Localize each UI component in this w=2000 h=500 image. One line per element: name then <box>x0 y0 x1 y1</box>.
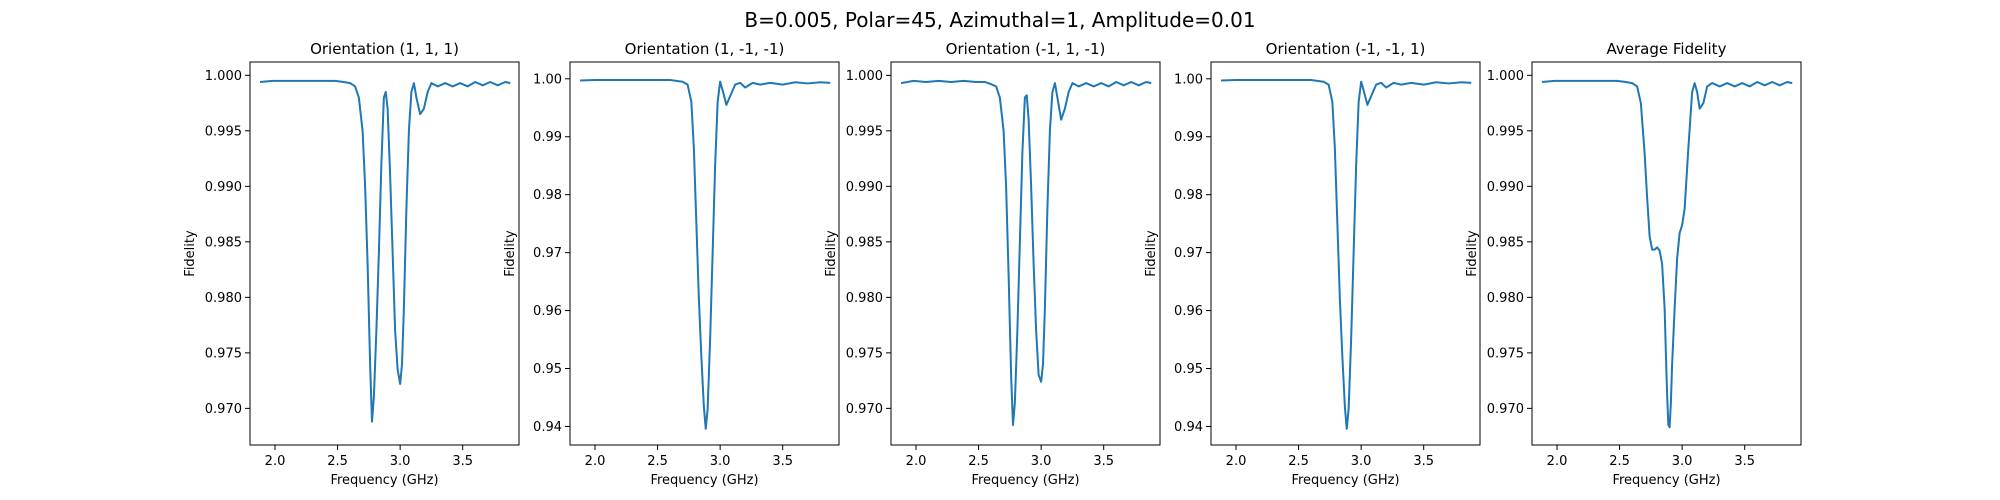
subplot-2: Orientation (1, -1, -1) 2.0 2.5 3.0 3.5 0.94 0… <box>503 40 840 488</box>
y-tick-label: 0.985 <box>205 235 242 250</box>
y-tick-label: 0.95 <box>533 362 562 377</box>
y-tick-label: 0.995 <box>205 124 242 139</box>
x-axis-label: Frequency (GHz) <box>971 473 1079 488</box>
y-tick-label: 0.990 <box>846 180 883 195</box>
x-tick-label: 2.5 <box>968 454 989 469</box>
fidelity-line <box>1541 79 1793 429</box>
y-axis-label: Fidelity <box>1144 230 1159 277</box>
axes-frame <box>249 61 520 446</box>
y-tick-label: 0.99 <box>1174 130 1203 145</box>
x-tick-label: 3.0 <box>1672 454 1693 469</box>
x-tick-label: 2.0 <box>265 454 286 469</box>
x-tick-label: 2.5 <box>1288 454 1309 469</box>
axes-frame <box>1531 61 1802 446</box>
x-tick-label: 2.0 <box>585 454 606 469</box>
x-tick-label: 3.5 <box>1734 454 1755 469</box>
axes-frame <box>569 61 840 446</box>
y-tick-label: 0.95 <box>1174 362 1203 377</box>
axes-frame <box>890 61 1161 446</box>
fidelity-line <box>1220 78 1472 430</box>
x-tick-label: 3.5 <box>772 454 793 469</box>
y-axis-label: Fidelity <box>824 230 839 277</box>
subplot-1: Orientation (1, 1, 1) 2.0 2.5 3.0 3.5 0.970 0.… <box>183 40 520 488</box>
x-axis-label: Frequency (GHz) <box>330 473 438 488</box>
y-tick-label: 1.000 <box>846 69 883 84</box>
y-tick-label: 0.985 <box>846 235 883 250</box>
x-tick-label: 3.0 <box>390 454 411 469</box>
y-tick-label: 0.995 <box>1487 124 1524 139</box>
y-tick-label: 0.94 <box>1174 420 1203 435</box>
subplot-title: Orientation (1, -1, -1) <box>625 40 785 58</box>
x-tick-label: 3.0 <box>1351 454 1372 469</box>
y-tick-label: 0.97 <box>533 246 562 261</box>
figure-suptitle: B=0.005, Polar=45, Azimuthal=1, Amplitud… <box>744 8 1255 32</box>
x-tick-label: 3.0 <box>710 454 731 469</box>
subplot-title: Orientation (-1, -1, 1) <box>1266 40 1426 58</box>
y-axis-label: Fidelity <box>1465 230 1480 277</box>
fidelity-line <box>259 79 511 423</box>
y-tick-label: 0.990 <box>1487 180 1524 195</box>
subplot-4: Orientation (-1, -1, 1) 2.0 2.5 3.0 3.5 0.94 0… <box>1144 40 1481 488</box>
subplot-3: Orientation (-1, 1, -1) 2.0 2.5 3.0 3.5 0.970… <box>824 40 1161 488</box>
axes-frame <box>1210 61 1481 446</box>
x-tick-label: 2.0 <box>1226 454 1247 469</box>
x-tick-label: 2.5 <box>1609 454 1630 469</box>
x-tick-label: 3.5 <box>1413 454 1434 469</box>
y-tick-label: 0.970 <box>846 402 883 417</box>
subplot-title: Average Fidelity <box>1607 40 1727 58</box>
x-tick-label: 3.0 <box>1031 454 1052 469</box>
y-axis-label: Fidelity <box>183 230 198 277</box>
y-tick-label: 0.990 <box>205 180 242 195</box>
x-axis-label: Frequency (GHz) <box>650 473 758 488</box>
y-tick-label: 0.98 <box>533 188 562 203</box>
x-axis-label: Frequency (GHz) <box>1291 473 1399 488</box>
subplots: Orientation (1, 1, 1) 2.0 2.5 3.0 3.5 0.970 0.… <box>183 40 1802 488</box>
y-tick-label: 0.975 <box>205 346 242 361</box>
x-axis-label: Frequency (GHz) <box>1612 473 1720 488</box>
y-tick-label: 0.99 <box>533 130 562 145</box>
x-tick-label: 2.5 <box>327 454 348 469</box>
fidelity-line <box>900 79 1152 427</box>
y-tick-label: 0.96 <box>533 304 562 319</box>
y-tick-label: 1.00 <box>533 72 562 87</box>
subplot-5: Average Fidelity 2.0 2.5 3.0 3.5 0.970 0.975 0.… <box>1465 40 1802 488</box>
y-tick-label: 0.970 <box>205 402 242 417</box>
y-tick-label: 0.985 <box>1487 235 1524 250</box>
y-tick-label: 1.000 <box>1487 69 1524 84</box>
y-tick-label: 1.00 <box>1174 72 1203 87</box>
y-tick-label: 0.980 <box>1487 291 1524 306</box>
y-tick-label: 0.980 <box>846 291 883 306</box>
subplot-title: Orientation (-1, 1, -1) <box>946 40 1106 58</box>
y-axis-label: Fidelity <box>503 230 518 277</box>
y-tick-label: 0.975 <box>846 346 883 361</box>
subplot-title: Orientation (1, 1, 1) <box>310 40 459 58</box>
fidelity-line <box>579 78 831 430</box>
x-tick-label: 2.5 <box>647 454 668 469</box>
y-tick-label: 0.94 <box>533 420 562 435</box>
x-tick-label: 3.5 <box>1093 454 1114 469</box>
y-tick-label: 0.97 <box>1174 246 1203 261</box>
x-tick-label: 2.0 <box>1547 454 1568 469</box>
y-tick-label: 0.96 <box>1174 304 1203 319</box>
x-tick-label: 3.5 <box>452 454 473 469</box>
y-tick-label: 0.995 <box>846 124 883 139</box>
y-tick-label: 0.980 <box>205 291 242 306</box>
y-tick-label: 0.98 <box>1174 188 1203 203</box>
y-tick-label: 0.975 <box>1487 346 1524 361</box>
y-tick-label: 0.970 <box>1487 402 1524 417</box>
x-tick-label: 2.0 <box>906 454 927 469</box>
y-tick-label: 1.000 <box>205 69 242 84</box>
